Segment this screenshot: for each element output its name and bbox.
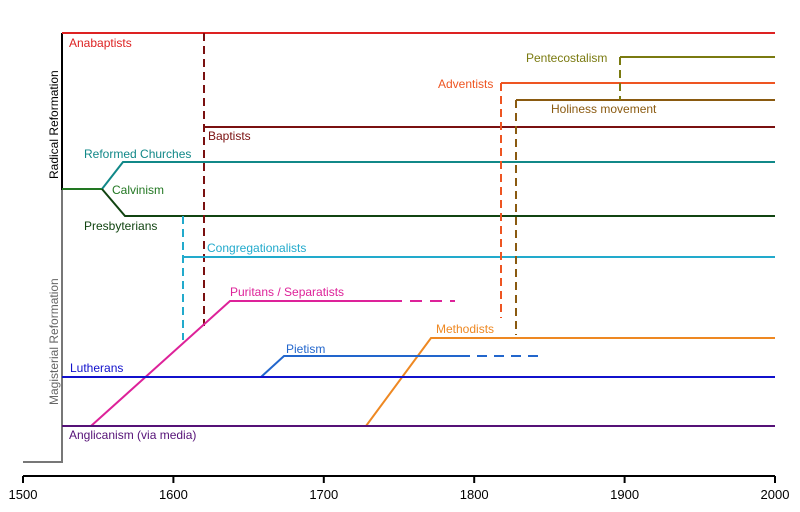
x-tick-label: 1800 bbox=[460, 487, 489, 502]
methodists-label: Methodists bbox=[436, 322, 494, 336]
pentecostalism-label: Pentecostalism bbox=[526, 51, 607, 65]
pietism-label: Pietism bbox=[286, 342, 325, 356]
baptists-label: Baptists bbox=[208, 129, 251, 143]
calvinism-branch bbox=[62, 161, 775, 217]
puritans-separatists-label: Puritans / Separatists bbox=[230, 285, 344, 299]
x-axis-ticks: 1500 1600 1700 1800 1900 2000 bbox=[9, 476, 790, 502]
magisterial-reformation-label: Magisterial Reformation bbox=[47, 278, 61, 405]
trunk-lines bbox=[23, 33, 63, 463]
magisterial-trunk bbox=[23, 190, 63, 463]
x-tick-label: 1700 bbox=[309, 487, 338, 502]
holiness-movement-label: Holiness movement bbox=[551, 102, 657, 116]
adventists-label: Adventists bbox=[438, 77, 493, 91]
anabaptists-label: Anabaptists bbox=[69, 36, 132, 50]
pietism-line bbox=[260, 355, 460, 378]
presbyterians-label: Presbyterians bbox=[84, 219, 157, 233]
presbyterians-branch bbox=[101, 188, 775, 217]
methodists-line bbox=[365, 337, 775, 427]
x-tick-label: 1500 bbox=[9, 487, 38, 502]
x-tick-label: 1600 bbox=[159, 487, 188, 502]
x-tick-label: 1900 bbox=[610, 487, 639, 502]
radical-reformation-label: Radical Reformation bbox=[47, 70, 61, 179]
x-tick-label: 2000 bbox=[761, 487, 790, 502]
congregationalists-label: Congregationalists bbox=[207, 241, 306, 255]
anglicanism-label: Anglicanism (via media) bbox=[69, 428, 196, 442]
puritans-line bbox=[90, 300, 390, 427]
reformed-churches-label: Reformed Churches bbox=[84, 147, 191, 161]
calvinism-label: Calvinism bbox=[112, 183, 164, 197]
lutherans-label: Lutherans bbox=[70, 361, 123, 375]
x-axis: 1500 1600 1700 1800 1900 2000 bbox=[9, 475, 790, 502]
reformed-branch bbox=[101, 161, 775, 190]
